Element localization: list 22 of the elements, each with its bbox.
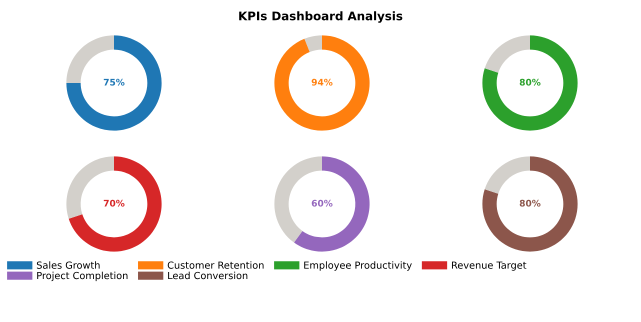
- donut-slice: [484, 156, 530, 194]
- data-label: 70%: [104, 200, 125, 207]
- legend-label: Customer Retention: [168, 261, 264, 269]
- donut-slice: [68, 156, 162, 252]
- legend-label: Project Completion: [37, 272, 128, 282]
- data-label: 80%: [520, 200, 541, 207]
- legend-label: Revenue Target: [452, 262, 526, 271]
- legend-label: Employee Productivity: [304, 261, 412, 271]
- data-label: 75%: [104, 78, 125, 86]
- legend-label: Lead Conversion: [168, 272, 248, 280]
- donut-slice: [274, 35, 370, 131]
- text: KPIs Dashboard Analysis: [239, 11, 402, 23]
- donut-slice: [482, 35, 578, 131]
- donut-slice: [294, 156, 370, 252]
- donut-slice: [484, 35, 530, 73]
- legend-label: Sales Growth: [36, 261, 100, 269]
- donut-slice: [304, 35, 322, 52]
- data-label: 80%: [520, 78, 541, 86]
- donut-slice: [482, 156, 578, 252]
- donut-slice: [66, 35, 162, 131]
- data-label: 60%: [312, 200, 333, 207]
- data-label: 94%: [312, 78, 333, 86]
